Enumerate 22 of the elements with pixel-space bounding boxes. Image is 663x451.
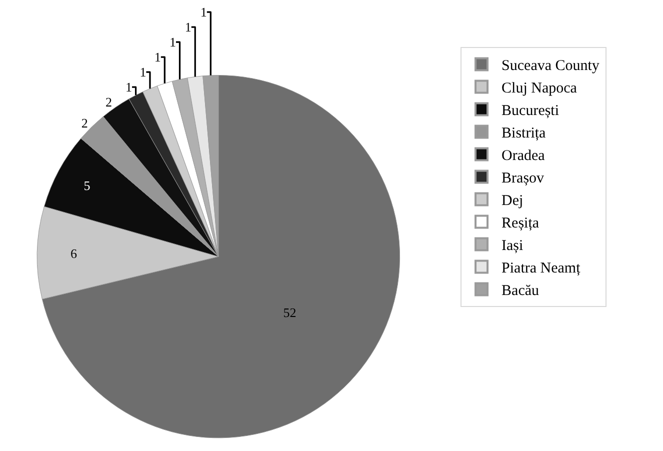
legend-label: Piatra Neamț: [502, 260, 582, 277]
data-label: 5: [84, 178, 90, 194]
legend-label: Bacău: [502, 283, 540, 300]
data-label: 2: [105, 94, 112, 110]
legend-label: Dej: [502, 193, 524, 210]
data-label: 1: [200, 4, 207, 20]
legend-label: București: [502, 103, 560, 120]
data-label: 1: [154, 50, 161, 65]
data-label: 1: [140, 64, 146, 80]
legend-label: Iași: [502, 238, 524, 254]
data-label: 1: [170, 34, 176, 50]
legend-label: Brașov: [502, 170, 545, 187]
legend-label: Bistrița: [502, 126, 546, 142]
legend-label: Oradea: [502, 148, 546, 164]
data-label: 1: [184, 20, 192, 35]
data-label: 6: [70, 246, 78, 261]
legend-label: Reșița: [502, 216, 540, 232]
legend-label: Cluj Napoca: [502, 80, 578, 97]
data-label: 2: [81, 116, 88, 131]
data-label: 52: [283, 305, 296, 320]
data-label: 1: [126, 80, 132, 95]
legend-label: Suceava County: [502, 58, 600, 74]
